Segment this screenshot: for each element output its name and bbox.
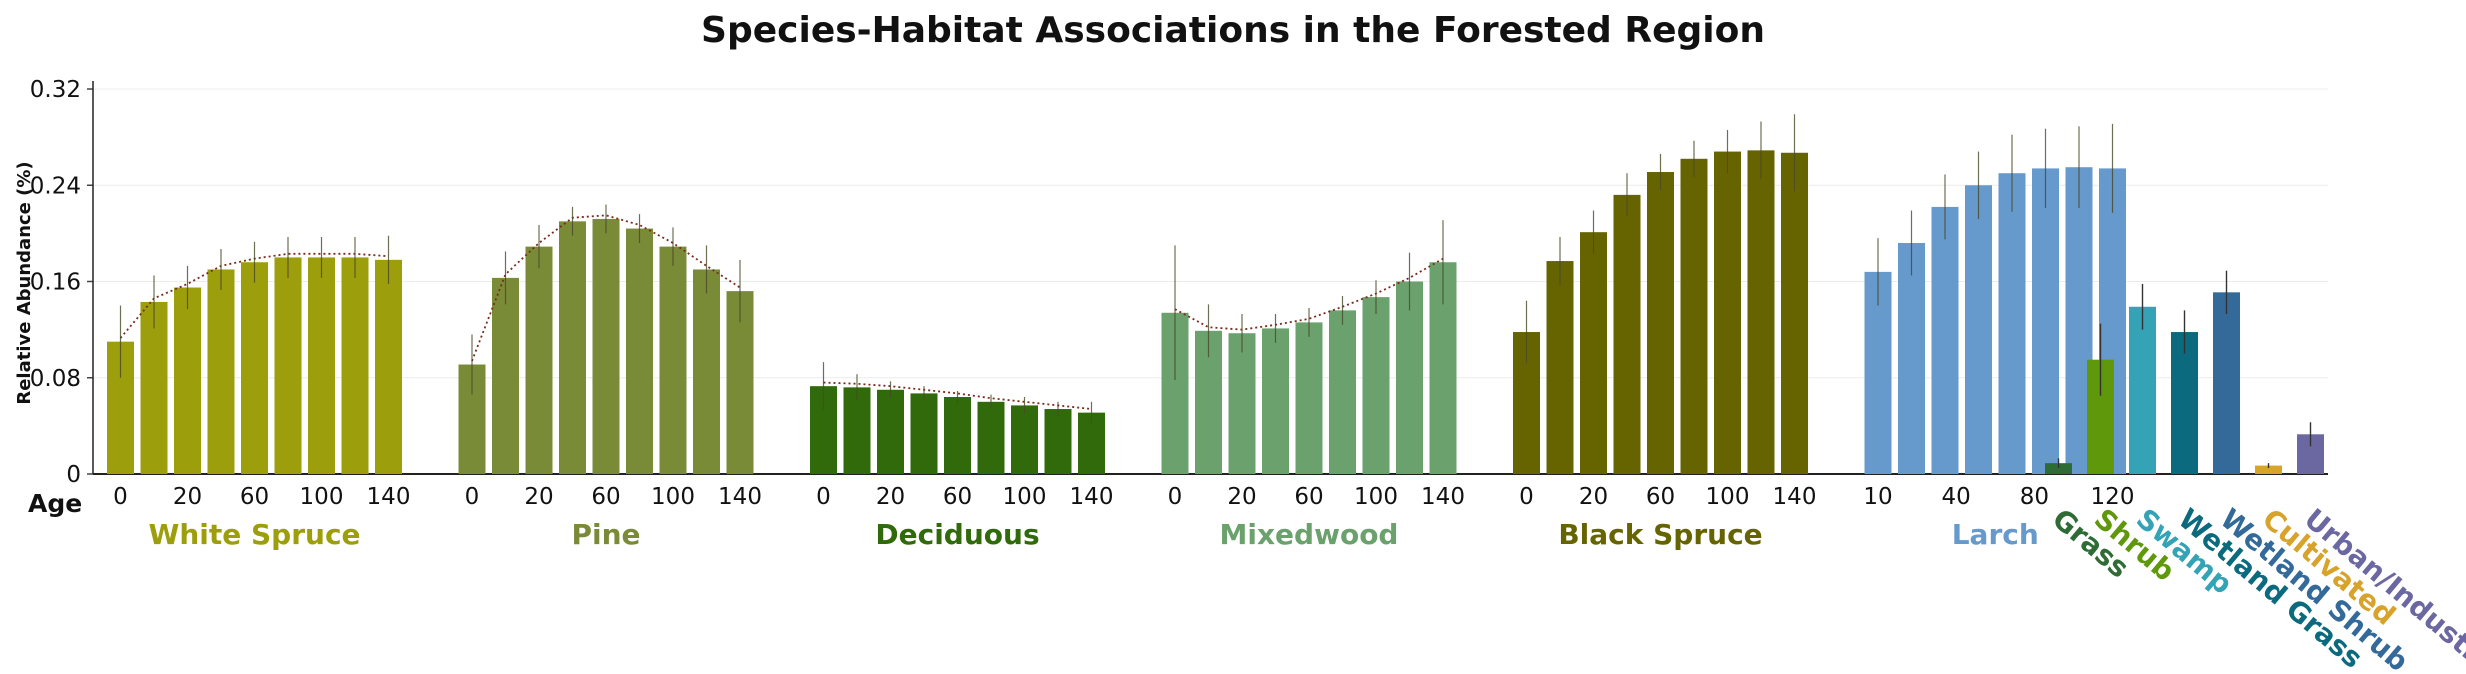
bar <box>1747 150 1775 474</box>
bar <box>207 269 235 474</box>
y-tick-label: 0.24 <box>30 173 81 199</box>
x-tick-label: 60 <box>1646 484 1675 510</box>
bar <box>140 301 168 474</box>
bar <box>1680 158 1708 474</box>
x-tick-label: 20 <box>173 484 202 510</box>
bar <box>375 259 402 474</box>
bar <box>2129 306 2156 474</box>
group-label: Pine <box>571 518 640 551</box>
bar <box>1647 172 1674 474</box>
bar <box>877 389 904 474</box>
bar <box>1613 194 1641 474</box>
x-tick-label: 60 <box>240 484 269 510</box>
x-tick-label: 10 <box>1863 484 1892 510</box>
bar <box>1998 173 2026 474</box>
x-tick-label: 100 <box>1354 484 1398 510</box>
x-tick-label: 140 <box>1421 484 1465 510</box>
bars <box>107 150 2324 474</box>
bar <box>592 218 620 474</box>
group-label: Deciduous <box>875 518 1039 551</box>
x-tick-label: 140 <box>718 484 762 510</box>
bar <box>341 257 369 474</box>
x-tick-label: 100 <box>300 484 344 510</box>
bar <box>1362 297 1390 474</box>
x-tick-label: 20 <box>876 484 905 510</box>
x-tick-label: 20 <box>1227 484 1256 510</box>
y-tick-label: 0.08 <box>30 366 81 392</box>
bar <box>1580 232 1607 474</box>
x-tick-label: 20 <box>1579 484 1608 510</box>
bar <box>274 257 302 474</box>
bar <box>910 393 938 474</box>
bar <box>2255 465 2282 474</box>
bar <box>1329 310 1356 474</box>
y-axis-label: Relative Abundance (%) <box>14 161 35 404</box>
x-tick-label: 0 <box>1168 484 1183 510</box>
trend-line <box>1174 257 1444 331</box>
y-tick-label: 0.32 <box>30 77 81 103</box>
x-tick-label: 0 <box>465 484 480 510</box>
x-tick-label: 60 <box>943 484 972 510</box>
bar <box>843 387 871 474</box>
x-tick-label: 120 <box>2091 484 2135 510</box>
bar <box>1396 281 1423 474</box>
x-axis-label: Age <box>28 489 82 518</box>
bar <box>525 246 553 474</box>
bar <box>241 262 268 474</box>
bar <box>977 401 1005 474</box>
bar <box>659 246 687 474</box>
bar <box>1714 151 1741 474</box>
group-label: Larch <box>1952 518 2039 551</box>
x-tick-label: 0 <box>113 484 128 510</box>
bar <box>1781 152 1808 474</box>
bar <box>2045 463 2072 474</box>
group-label: White Spruce <box>148 518 360 551</box>
x-tick-label: 60 <box>591 484 620 510</box>
bar <box>1044 409 1072 474</box>
bar <box>944 397 971 474</box>
y-tick-label: 0 <box>66 462 81 488</box>
bar <box>559 221 586 474</box>
y-tick-label: 0.16 <box>30 270 81 296</box>
error-bars <box>119 114 2312 468</box>
x-tick-label: 140 <box>1773 484 1817 510</box>
bar <box>492 277 519 474</box>
bar <box>693 269 720 474</box>
bar <box>1931 206 1959 474</box>
bar <box>174 287 201 474</box>
x-tick-label: 100 <box>1706 484 1750 510</box>
x-tick-label: 140 <box>1070 484 1114 510</box>
bar <box>1228 333 1256 474</box>
x-tick-label: 20 <box>524 484 553 510</box>
x-tick-label: 100 <box>1003 484 1047 510</box>
bar <box>2171 332 2198 474</box>
bar <box>2213 292 2240 474</box>
group-label: Black Spruce <box>1558 518 1762 551</box>
x-tick-label: 0 <box>1519 484 1534 510</box>
bar <box>2032 168 2059 474</box>
bar <box>1898 243 1925 474</box>
bar <box>1011 405 1038 474</box>
x-tick-label: 140 <box>367 484 411 510</box>
bar <box>1965 185 1992 474</box>
x-tick-label: 60 <box>1294 484 1323 510</box>
bar <box>1295 322 1323 474</box>
x-tick-label: 40 <box>1942 484 1971 510</box>
bar <box>1546 261 1574 474</box>
bar <box>626 228 653 474</box>
bar <box>1262 328 1289 474</box>
x-tick-label: 100 <box>651 484 695 510</box>
chart-title: Species-Habitat Associations in the Fore… <box>701 10 1765 51</box>
group-label: Mixedwood <box>1220 518 1399 551</box>
x-tick-label: 80 <box>2020 484 2049 510</box>
bar <box>308 257 335 474</box>
x-tick-label: 0 <box>816 484 831 510</box>
